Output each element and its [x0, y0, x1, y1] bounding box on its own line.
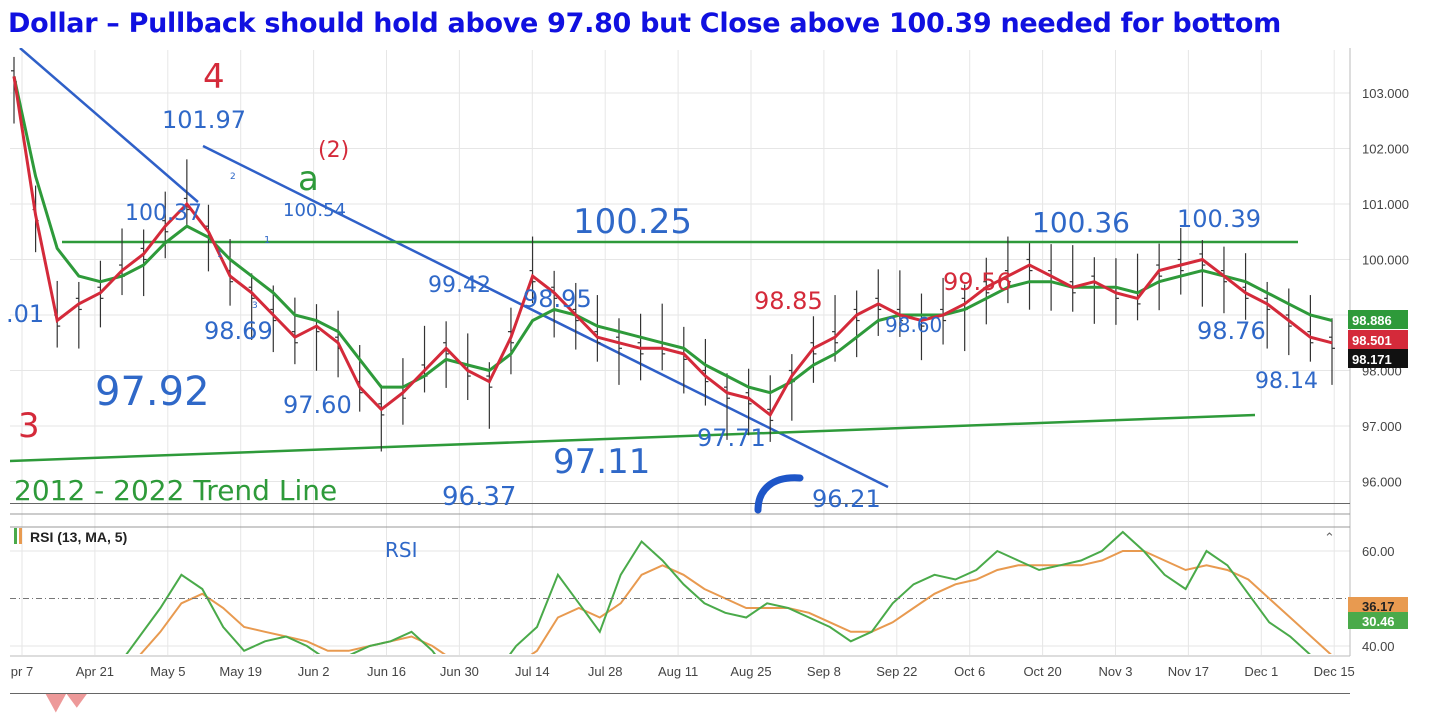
x-tick-label: Aug 25 — [730, 664, 771, 679]
rsi-legend-swatch-orange — [19, 528, 22, 544]
rsi-tick-label: 40.00 — [1362, 639, 1395, 654]
label-101-97: 101.97 — [162, 106, 246, 134]
wave-label-3: 3 — [18, 406, 40, 446]
rsi-legend: RSI (13, MA, 5) ⌃ — [14, 528, 1335, 546]
price-tag-bg — [1348, 310, 1408, 329]
label-100-36: 100.36 — [1032, 206, 1130, 239]
x-tick-label: Jul 28 — [588, 664, 623, 679]
label-97-71: 97.71 — [697, 424, 766, 452]
price-tag: 98.171 — [1352, 352, 1392, 367]
moving-averages — [12, 76, 1333, 418]
x-tick-label: May 5 — [150, 664, 185, 679]
label-97-92: 97.92 — [95, 369, 210, 415]
rsi-ma-line — [139, 550, 1332, 654]
label-100-54: 100.54 — [283, 200, 346, 221]
rsi-lines — [125, 530, 1332, 654]
downtrend-line-main — [202, 144, 889, 489]
label-98-85: 98.85 — [754, 287, 823, 315]
x-tick-label: Sep 22 — [876, 664, 917, 679]
x-tick-label: Sep 8 — [807, 664, 841, 679]
y-tick-label: 103.000 — [1362, 86, 1409, 101]
rsi-tag-bg — [1348, 612, 1408, 629]
x-tick-label: Oct 20 — [1023, 664, 1061, 679]
axes: pr 7 Apr 21 May 5 May 19 Jun 2 Jun 16 Jun 30 Ju… — [10, 48, 1409, 694]
fast-moving-average-line — [12, 76, 1333, 418]
y-tick-label: 97.000 — [1362, 419, 1402, 434]
long-term-trend-line — [10, 413, 1256, 463]
label-99-42: 99.42 — [428, 273, 491, 298]
rsi-tag-bg — [1348, 597, 1408, 614]
rsi-tag: 36.17 — [1362, 599, 1395, 614]
label-partial-01: .01 — [6, 300, 44, 328]
label-98-69: 98.69 — [204, 317, 273, 345]
price-tag: 98.886 — [1352, 313, 1392, 328]
label-100-25: 100.25 — [573, 202, 692, 242]
x-tick-label: Nov 17 — [1168, 664, 1209, 679]
downtrend-line-upper — [19, 48, 199, 203]
x-tick-label: pr 7 — [11, 664, 33, 679]
label-99-56: 99.56 — [943, 268, 1012, 296]
x-tick-label: Jul 14 — [515, 664, 550, 679]
rsi-legend-label: RSI (13, MA, 5) — [30, 529, 127, 545]
label-97-11: 97.11 — [553, 442, 650, 482]
subwave-1b: 1 — [264, 235, 270, 246]
price-tag-bg — [1348, 349, 1408, 368]
trend-lines — [10, 48, 1298, 489]
price-tag: 98.501 — [1352, 333, 1392, 348]
x-tick-label: Dec 1 — [1244, 664, 1278, 679]
y-tick-label: 102.000 — [1362, 142, 1409, 157]
rsi-tag: 30.46 — [1362, 614, 1395, 629]
collapse-chevron-icon[interactable]: ⌃ — [1324, 531, 1335, 546]
label-96-37: 96.37 — [442, 482, 516, 512]
price-tag-bg — [1348, 330, 1408, 349]
x-tick-label: Aug 11 — [658, 664, 698, 679]
rsi-tick-label: 60.00 — [1362, 544, 1395, 559]
rsi-line — [125, 530, 1311, 654]
rsi-oversold-fill — [45, 693, 88, 713]
subwave-1a: 1 — [217, 250, 223, 260]
x-tick-label: Oct 6 — [954, 664, 985, 679]
y-tick-label: 101.000 — [1362, 197, 1409, 212]
x-tick-label: Nov 3 — [1099, 664, 1133, 679]
wave-c-arc-icon — [754, 474, 804, 514]
x-tick-label: Jun 16 — [367, 664, 406, 679]
label-98-60: 98.60 — [885, 313, 942, 337]
wave-label-a: a — [298, 159, 319, 199]
x-tick-label: Jun 2 — [298, 664, 330, 679]
subwave-3: 3 — [252, 301, 258, 311]
y-tick-label: 96.000 — [1362, 475, 1402, 490]
label-96-21: 96.21 — [812, 485, 881, 513]
rsi-legend-swatch-green — [14, 528, 17, 544]
label-98-14: 98.14 — [1255, 369, 1318, 394]
rsi-label: RSI — [385, 538, 418, 562]
chart-title: Dollar – Pullback should hold above 97.8… — [8, 8, 1281, 39]
wave-label-4: 4 — [203, 57, 225, 97]
slow-moving-average-line — [12, 76, 1333, 395]
x-tick-label: Jun 30 — [440, 664, 479, 679]
label-98-76: 98.76 — [1197, 317, 1266, 345]
label-100-39: 100.39 — [1177, 205, 1261, 233]
x-tick-label: Dec 15 — [1314, 664, 1355, 679]
label-97-60: 97.60 — [283, 391, 352, 419]
annotations: 101.97 100.37 100.54 99.42 98.95 100.25 98.69 9… — [6, 57, 1318, 562]
x-tick-label: Apr 21 — [76, 664, 114, 679]
label-98-95: 98.95 — [523, 285, 592, 313]
subwave-2: 2 — [230, 172, 236, 182]
trend-line-label: 2012 - 2022 Trend Line — [14, 474, 337, 507]
label-100-37: 100.37 — [125, 201, 202, 226]
y-tick-label: 100.000 — [1362, 253, 1409, 268]
rsi-oversold-zone — [45, 693, 88, 713]
wave-label-2-paren: (2) — [318, 138, 349, 163]
x-tick-label: May 19 — [219, 664, 262, 679]
